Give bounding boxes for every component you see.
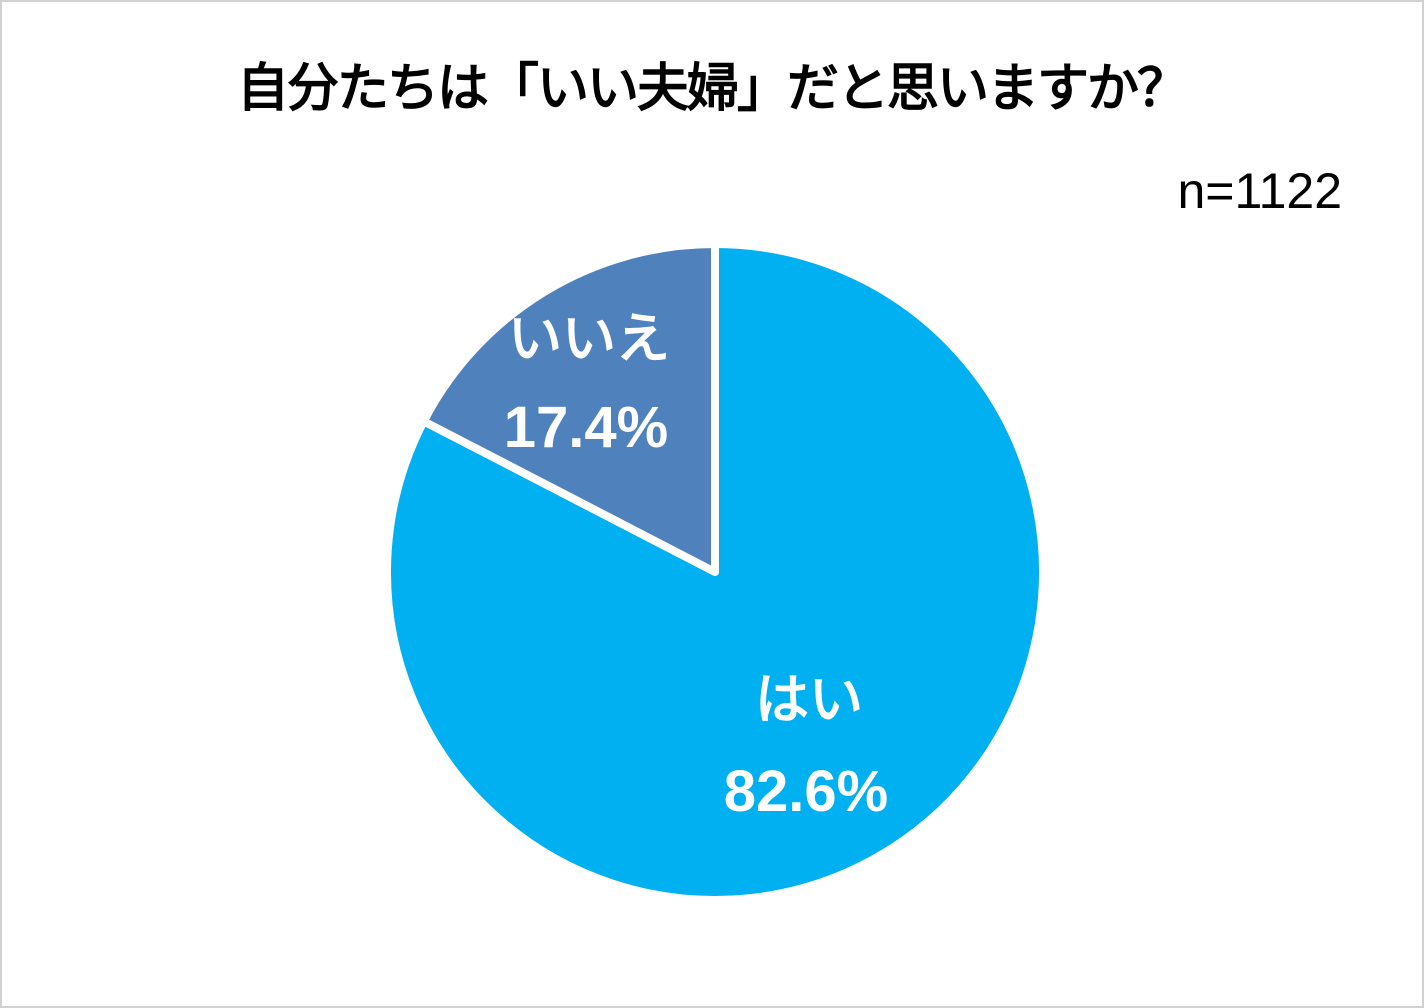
- sample-size-label: n=1122: [1177, 163, 1342, 219]
- pie-slice-percent-yes: 82.6%: [723, 759, 889, 824]
- pie-slice-label-no: いいえ: [508, 309, 670, 369]
- pie-slice-label-yes: はい: [755, 670, 863, 730]
- chart-title: 自分たちは「いい夫婦」だと思いますか？: [236, 60, 1189, 118]
- pie-slice-1: [419, 240, 719, 576]
- pie-slice-percent-no: 17.4%: [503, 395, 669, 460]
